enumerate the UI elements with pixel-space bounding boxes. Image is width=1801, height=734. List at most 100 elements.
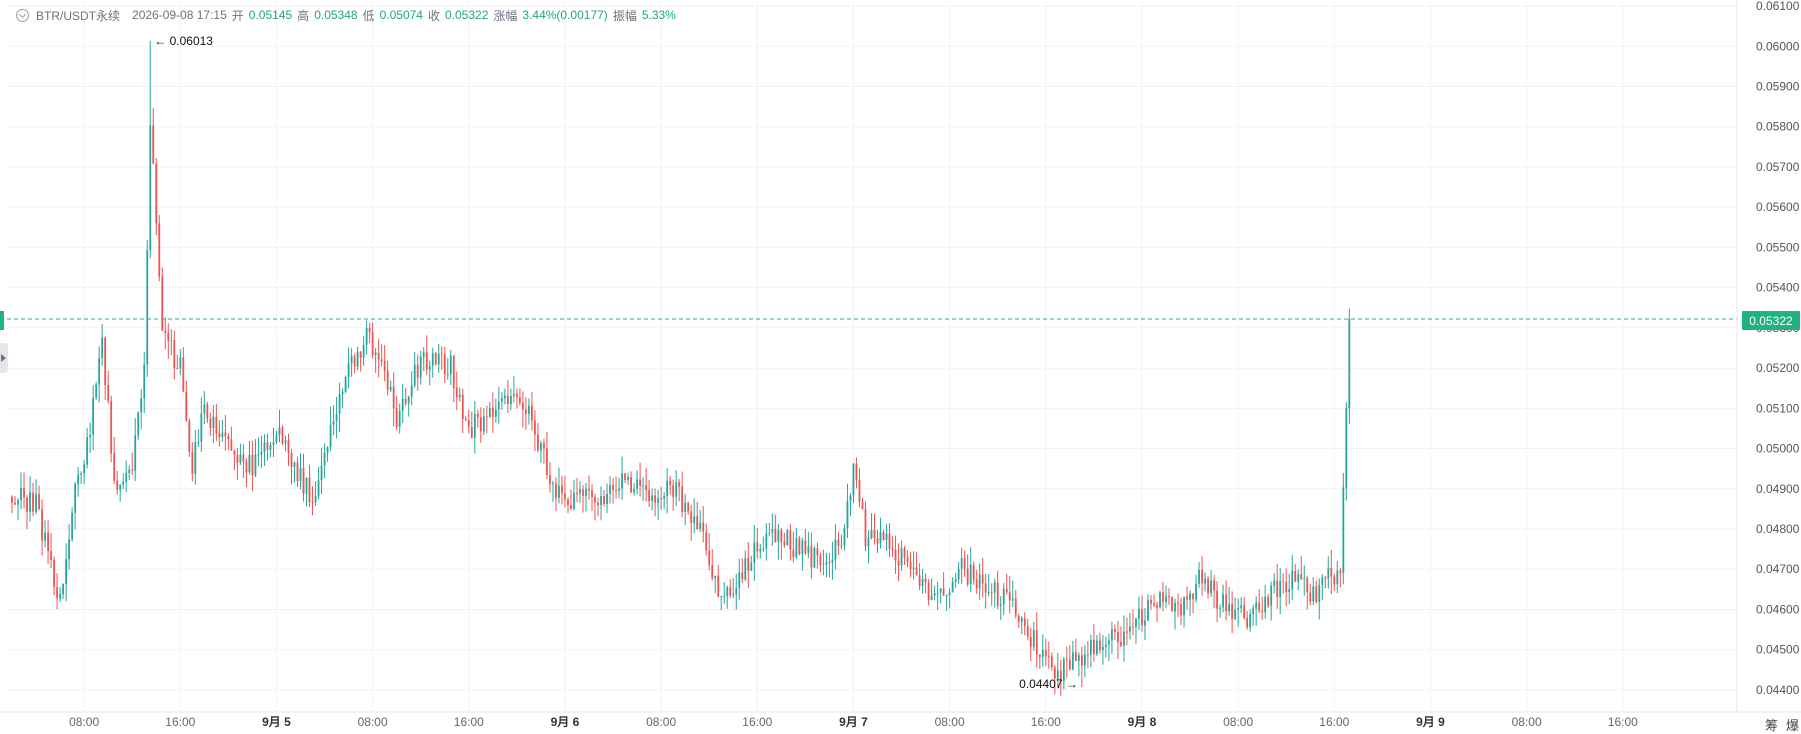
candle-body <box>801 540 804 555</box>
candle-body <box>371 332 374 355</box>
candle-body <box>1162 592 1164 602</box>
candle-body <box>479 417 482 432</box>
candle-body <box>624 473 626 481</box>
candle-body <box>558 485 560 498</box>
candle-body <box>1345 408 1348 488</box>
candle-body <box>540 443 542 451</box>
candle-body <box>1050 656 1053 668</box>
candle-body <box>191 452 194 474</box>
candle-body <box>452 356 455 388</box>
sidebar-collapse-handle[interactable] <box>0 343 8 373</box>
candle-body <box>83 464 86 474</box>
candle-body <box>362 344 365 358</box>
candle-body <box>416 364 419 378</box>
candle-body <box>413 364 416 386</box>
candle-body <box>1183 596 1185 615</box>
candle-body <box>549 475 551 485</box>
candle-body <box>467 420 470 428</box>
candle-body <box>951 581 954 593</box>
candle-body <box>567 499 569 505</box>
time-axis[interactable]: 08:00 16:00 9月 5 08:00 16:00 9月 6 08:00 16:00 9月… <box>0 711 1801 729</box>
candle-body <box>482 416 485 432</box>
candle-body <box>564 493 566 500</box>
candle-body <box>182 357 185 392</box>
candle-body <box>308 477 311 502</box>
candle-body <box>648 489 651 501</box>
candle-body <box>299 467 302 481</box>
candle-body <box>425 352 428 370</box>
candle-body <box>284 440 287 444</box>
candle-body <box>888 533 891 549</box>
legend-collapse-icon[interactable] <box>16 8 29 22</box>
candle-body <box>1258 602 1261 611</box>
candle-body <box>1132 626 1134 628</box>
candle-body <box>921 578 924 587</box>
candle-body <box>1156 605 1158 608</box>
candle-body <box>831 559 834 563</box>
candle-body <box>287 440 290 454</box>
liquidation-button[interactable]: 爆 <box>1785 718 1799 733</box>
candle-body <box>858 479 861 502</box>
candle-body <box>1237 608 1240 610</box>
price-tick-label: 0.04500 <box>1756 643 1800 657</box>
candle-body <box>260 451 263 455</box>
price-axis[interactable]: 0.06100 0.06000 0.05900 0.05800 0.05700 0.056… <box>1736 0 1800 712</box>
time-tick-label: 08:00 <box>935 715 965 729</box>
candle-body <box>50 551 52 560</box>
candle-body <box>582 489 584 496</box>
candle-body <box>534 420 536 435</box>
candle-body <box>1077 655 1080 661</box>
candle-body <box>594 497 596 503</box>
candle-body <box>449 356 452 375</box>
chip-distribution-button[interactable]: 筹 <box>1764 718 1778 733</box>
candle-body <box>167 332 170 341</box>
candle-body <box>1318 584 1321 603</box>
candle-body <box>293 462 296 467</box>
candle-body <box>1126 631 1128 633</box>
legend-datetime: 2026-09-08 17:15 <box>132 8 227 22</box>
candle-body <box>341 391 344 395</box>
candle-body <box>675 482 678 497</box>
candle-body <box>678 482 681 487</box>
candle-body <box>62 583 65 595</box>
candle-body <box>125 473 128 482</box>
candle-body <box>434 353 437 365</box>
candle-body <box>900 548 903 566</box>
price-tick-label: 0.05000 <box>1756 442 1800 456</box>
candle-body <box>89 435 92 438</box>
candle-body <box>933 592 936 596</box>
candle-body <box>320 465 323 481</box>
time-tick-label: 9月 5 <box>262 715 291 729</box>
candle-body <box>119 484 122 490</box>
candle-body <box>588 488 590 491</box>
candle-body <box>774 528 777 542</box>
candle-body <box>852 463 855 496</box>
candle-body <box>1053 667 1056 679</box>
candle-body <box>1219 607 1222 609</box>
candle-body <box>1195 583 1197 600</box>
candle-body <box>1312 586 1315 602</box>
candle-body <box>666 480 669 496</box>
candle-body <box>1150 599 1152 604</box>
candle-body <box>476 413 479 418</box>
candle-body <box>1144 620 1146 626</box>
candle-body <box>14 502 16 505</box>
candle-body <box>1002 588 1005 605</box>
candle-body <box>597 502 599 506</box>
candle-body <box>485 416 488 418</box>
candle-body <box>509 396 512 405</box>
candle-body <box>702 522 705 532</box>
candle-body <box>53 559 55 587</box>
candle-body <box>969 564 972 585</box>
candle-body <box>960 558 963 569</box>
high-value: 0.05348 <box>314 8 358 22</box>
candle-body <box>1032 630 1035 647</box>
candle-body <box>615 490 617 492</box>
candle-body <box>651 495 654 501</box>
candle-body <box>732 594 735 596</box>
candle-body <box>870 529 873 538</box>
candle-body <box>1092 639 1095 655</box>
candle-body <box>747 557 750 571</box>
candle-body <box>948 592 951 596</box>
